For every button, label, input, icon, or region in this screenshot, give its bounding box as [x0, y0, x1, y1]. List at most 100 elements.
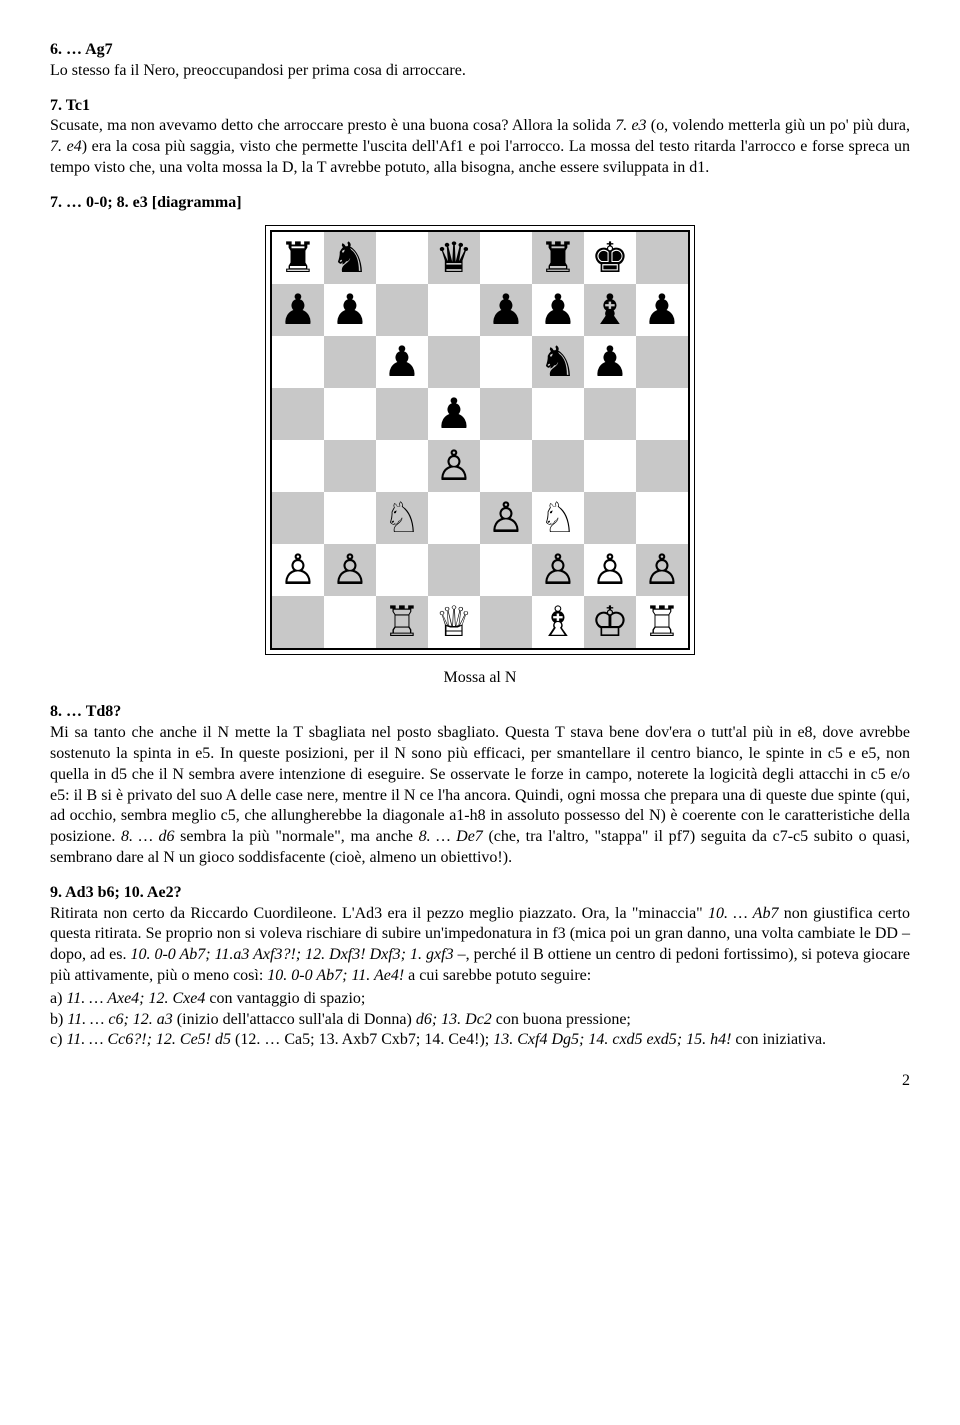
- board-square: ♙: [272, 544, 324, 596]
- board-square: ♘: [532, 492, 584, 544]
- board-square: ♟: [532, 284, 584, 336]
- var-c-i2: 13. Cxf4 Dg5; 14. cxd5 exd5; 15. h4!: [493, 1031, 731, 1048]
- board-square: ♞: [532, 336, 584, 388]
- board-square: [636, 336, 688, 388]
- var-b-i2: d6; 13. Dc2: [416, 1011, 492, 1028]
- move7-a: Scusate, ma non avevamo detto che arrocc…: [50, 117, 615, 134]
- board-square: [272, 596, 324, 648]
- page-number: 2: [50, 1071, 910, 1092]
- move8-i2: 8. … De7: [419, 828, 483, 845]
- var-a-i: 11. … Axe4; 12. Cxe4: [66, 990, 205, 1007]
- move6-text: Lo stesso fa il Nero, preoccupandosi per…: [50, 61, 910, 82]
- board-square: [428, 336, 480, 388]
- board-square: [480, 388, 532, 440]
- chessboard-wrapper: ♜♞♛♜♚♟♟♟♟♝♟♟♞♟♟♙♘♙♘♙♙♙♙♙♖♕♗♔♖: [50, 230, 910, 650]
- move8-paragraph: Mi sa tanto che anche il N mette la T sb…: [50, 723, 910, 869]
- chessboard: ♜♞♛♜♚♟♟♟♟♝♟♟♞♟♟♙♘♙♘♙♙♙♙♙♖♕♗♔♖: [270, 230, 690, 650]
- board-square: [480, 336, 532, 388]
- board-square: [636, 492, 688, 544]
- board-square: [324, 336, 376, 388]
- board-square: [324, 388, 376, 440]
- board-square: [324, 440, 376, 492]
- var-b-label: b): [50, 1011, 67, 1028]
- move7-c: ) era la cosa più saggia, visto che perm…: [50, 138, 910, 176]
- board-square: ♟: [636, 284, 688, 336]
- board-square: [376, 232, 428, 284]
- move9-a: Ritirata non certo da Riccardo Cuordileo…: [50, 905, 708, 922]
- move6-header: 6. … Ag7: [50, 40, 910, 61]
- board-square: [584, 388, 636, 440]
- board-square: ♙: [584, 544, 636, 596]
- move8-i1: 8. … d6: [121, 828, 175, 845]
- board-square: [272, 388, 324, 440]
- board-square: ♞: [324, 232, 376, 284]
- board-square: ♟: [376, 336, 428, 388]
- move9-paragraph: Ritirata non certo da Riccardo Cuordileo…: [50, 904, 910, 987]
- board-square: [376, 388, 428, 440]
- board-square: ♟: [428, 388, 480, 440]
- board-square: [480, 232, 532, 284]
- board-square: [480, 544, 532, 596]
- board-square: ♚: [584, 232, 636, 284]
- board-square: ♟: [324, 284, 376, 336]
- move9-i1: 10. … Ab7: [708, 905, 778, 922]
- move7-b: (o, volendo metterla giù un po' più dura…: [647, 117, 910, 134]
- board-square: [532, 388, 584, 440]
- board-square: [480, 596, 532, 648]
- board-square: [428, 284, 480, 336]
- board-square: ♙: [324, 544, 376, 596]
- board-square: ♛: [428, 232, 480, 284]
- var-a-t: con vantaggio di spazio;: [205, 990, 365, 1007]
- var-a-label: a): [50, 990, 66, 1007]
- board-square: ♜: [272, 232, 324, 284]
- move9-i3: 10. 0-0 Ab7; 11. Ae4!: [267, 967, 404, 984]
- move9-i2: 10. 0-0 Ab7; 11.a3 Axf3?!; 12. Dxf3! Dxf…: [130, 946, 453, 963]
- board-square: ♔: [584, 596, 636, 648]
- board-square: ♟: [480, 284, 532, 336]
- board-square: [324, 596, 376, 648]
- board-square: ♖: [376, 596, 428, 648]
- move9-d: a cui sarebbe potuto seguire:: [404, 967, 591, 984]
- board-square: ♟: [584, 336, 636, 388]
- board-square: ♕: [428, 596, 480, 648]
- board-square: [376, 544, 428, 596]
- move7-paragraph: Scusate, ma non avevamo detto che arrocc…: [50, 116, 910, 178]
- board-square: [376, 284, 428, 336]
- move8-header: 8. … Td8?: [50, 702, 910, 723]
- board-square: [428, 492, 480, 544]
- variation-a: a) 11. … Axe4; 12. Cxe4 con vantaggio di…: [50, 989, 910, 1010]
- var-b-t2: con buona pressione;: [492, 1011, 631, 1028]
- board-square: [636, 440, 688, 492]
- board-square: [532, 440, 584, 492]
- board-square: [324, 492, 376, 544]
- board-square: ♙: [480, 492, 532, 544]
- board-square: [636, 388, 688, 440]
- board-square: ♝: [584, 284, 636, 336]
- board-square: ♙: [636, 544, 688, 596]
- var-c-t2: con iniziativa.: [731, 1031, 826, 1048]
- diagram-header: 7. … 0-0; 8. e3 [diagramma]: [50, 193, 910, 214]
- board-square: [272, 440, 324, 492]
- board-caption: Mossa al N: [50, 668, 910, 689]
- board-square: ♘: [376, 492, 428, 544]
- board-square: ♙: [532, 544, 584, 596]
- move8-a: Mi sa tanto che anche il N mette la T sb…: [50, 724, 910, 845]
- board-square: [636, 232, 688, 284]
- variation-b: b) 11. … c6; 12. a3 (inizio dell'attacco…: [50, 1010, 910, 1031]
- variation-c: c) 11. … Cc6?!; 12. Ce5! d5 (12. … Ca5; …: [50, 1030, 910, 1051]
- var-c-i: 11. … Cc6?!; 12. Ce5! d5: [66, 1031, 231, 1048]
- board-square: ♙: [428, 440, 480, 492]
- move8-b: sembra la più "normale", ma anche: [175, 828, 419, 845]
- var-b-t: (inizio dell'attacco sull'ala di Donna): [173, 1011, 416, 1028]
- board-square: ♟: [272, 284, 324, 336]
- move7-header: 7. Tc1: [50, 96, 910, 117]
- board-square: [480, 440, 532, 492]
- board-square: [584, 440, 636, 492]
- move7-i1: 7. e3: [615, 117, 646, 134]
- board-square: ♗: [532, 596, 584, 648]
- var-b-i: 11. … c6; 12. a3: [67, 1011, 172, 1028]
- board-square: ♜: [532, 232, 584, 284]
- board-square: [272, 492, 324, 544]
- board-square: [376, 440, 428, 492]
- board-square: [272, 336, 324, 388]
